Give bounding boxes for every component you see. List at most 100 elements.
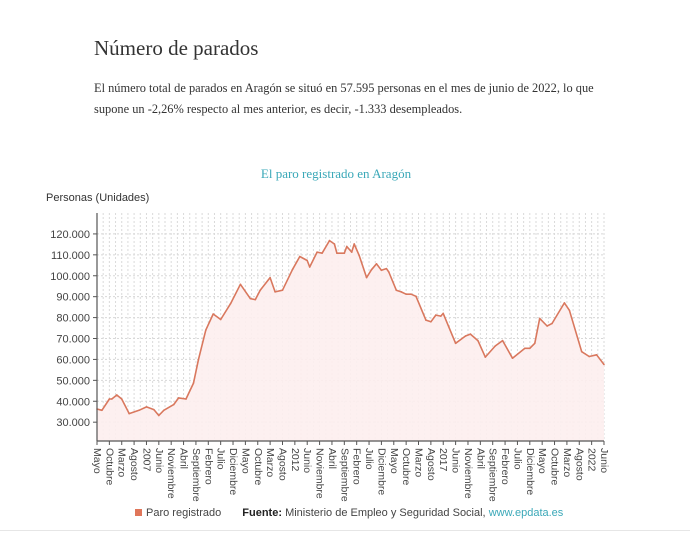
x-tick-label: 2007: [140, 448, 152, 472]
data-point: [595, 354, 598, 356]
x-tick-label: Diciembre: [227, 448, 239, 495]
x-tick-label: Septiembre: [487, 448, 499, 502]
data-point: [477, 339, 479, 342]
data-point: [219, 318, 222, 321]
data-point: [603, 363, 605, 366]
source-note: Fuente: Ministerio de Empleo y Seguridad…: [242, 507, 563, 519]
chart-footer: Paro registrado Fuente: Ministerio de Em…: [135, 507, 563, 519]
x-tick-label: Octubre: [252, 448, 264, 486]
x-tick-label: Noviembre: [462, 448, 474, 499]
x-tick-label: Agosto: [573, 448, 585, 481]
data-point: [439, 315, 442, 317]
source-label: Fuente:: [242, 507, 283, 519]
data-point: [529, 347, 531, 350]
data-point: [162, 409, 165, 412]
y-tick-label: 100.000: [50, 271, 90, 283]
x-tick-label: Mayo: [239, 448, 251, 474]
x-tick-label: Abril: [326, 448, 338, 469]
x-tick-label: Marzo: [116, 448, 128, 477]
x-tick-label: Marzo: [561, 448, 573, 477]
data-point: [259, 289, 262, 291]
x-tick-label: Agosto: [425, 448, 437, 481]
x-tick-label: Junio: [450, 448, 462, 473]
data-point: [580, 350, 583, 353]
data-point: [400, 291, 403, 293]
y-tick-label: 50.000: [56, 375, 90, 387]
data-point: [430, 320, 432, 323]
data-point: [197, 359, 200, 361]
data-point: [454, 342, 457, 345]
data-point: [185, 398, 187, 400]
x-tick-label: Octubre: [103, 448, 115, 486]
data-point: [494, 345, 496, 347]
data-point: [138, 409, 140, 412]
x-tick-label: Abril: [474, 448, 486, 469]
data-point: [358, 254, 360, 257]
x-tick-label: Diciembre: [524, 448, 536, 495]
data-point: [111, 398, 113, 400]
chart-title: El paro registrado en Aragón: [260, 166, 412, 181]
data-point: [350, 251, 353, 253]
x-tick-label: Octubre: [400, 448, 412, 486]
data-point: [388, 271, 390, 273]
data-point: [501, 339, 504, 342]
data-point: [405, 293, 407, 295]
x-tick-label: 2017: [437, 448, 449, 472]
x-tick-label: Mayo: [536, 448, 548, 474]
summary-paragraph: El número total de parados en Aragón se …: [94, 81, 594, 116]
y-tick-label: 30.000: [56, 417, 90, 429]
data-point: [343, 252, 346, 254]
data-point: [128, 412, 130, 415]
data-point: [551, 322, 553, 325]
page-title: Número de parados: [94, 36, 259, 60]
x-tick-label: Junio: [153, 448, 165, 473]
y-tick-label: 110.000: [51, 250, 90, 262]
data-point: [415, 295, 417, 298]
x-tick-label: Agosto: [276, 448, 288, 481]
source-link[interactable]: www.epdata.es: [488, 507, 564, 519]
data-point: [385, 267, 388, 270]
y-tick-label: 40.000: [56, 396, 90, 408]
data-point: [177, 397, 180, 399]
data-point: [101, 409, 103, 412]
data-point: [308, 266, 311, 268]
source-text: Ministerio de Empleo y Seguridad Social,: [282, 507, 489, 519]
y-tick-label: 90.000: [56, 292, 90, 304]
data-point: [291, 268, 294, 271]
data-point: [442, 312, 445, 315]
data-point: [380, 269, 383, 272]
x-tick-label: Agosto: [128, 448, 140, 481]
data-point: [158, 414, 160, 417]
x-tick-label: Julio: [511, 448, 523, 470]
y-tick-label: 80.000: [56, 313, 90, 325]
data-point: [321, 252, 323, 254]
x-tick-label: Noviembre: [165, 448, 177, 499]
divider: [0, 530, 690, 531]
x-tick-label: Julio: [363, 448, 375, 470]
legend-label: Paro registrado: [146, 507, 222, 519]
data-point: [212, 313, 215, 315]
x-tick-label: Febrero: [499, 448, 511, 485]
data-point: [239, 283, 242, 286]
data-point: [145, 406, 148, 408]
data-point: [249, 297, 252, 300]
data-point: [336, 252, 338, 254]
x-tick-label: Septiembre: [190, 448, 202, 502]
x-tick-label: 2022: [586, 448, 598, 472]
x-tick-label: 2012: [289, 448, 301, 472]
x-tick-label: Febrero: [351, 448, 363, 485]
y-tick-label: 120.000: [50, 229, 90, 241]
data-point: [328, 239, 331, 242]
data-point: [108, 398, 111, 400]
x-tick-label: Febrero: [202, 448, 214, 485]
data-point: [254, 298, 257, 301]
x-tick-label: Septiembre: [338, 448, 350, 502]
y-axis-label: Personas (Unidades): [46, 192, 150, 204]
data-point: [484, 356, 487, 358]
data-point: [281, 289, 284, 291]
y-tick-label: 70.000: [56, 334, 90, 346]
x-tick-label: Diciembre: [375, 448, 387, 495]
x-tick-label: Junio: [301, 448, 313, 473]
x-tick-label: Julio: [215, 448, 227, 470]
